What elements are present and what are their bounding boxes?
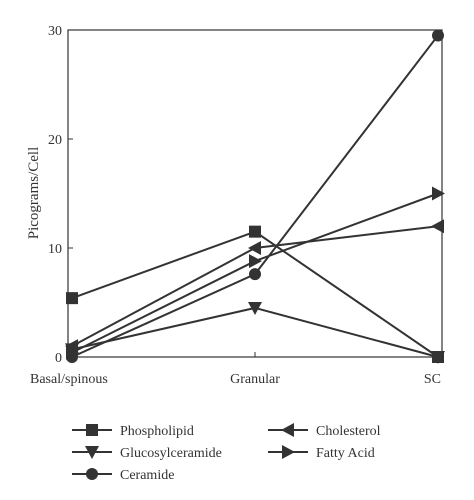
legend-marker — [86, 468, 98, 480]
legend-label: Fatty Acid — [316, 446, 375, 461]
x-tick-label: Basal/spinous — [30, 372, 108, 387]
legend: Phospholipid Glucosylceramide Ceramide Chol… — [72, 423, 381, 483]
data-point — [432, 29, 444, 42]
legend-item: Cholesterol — [268, 423, 381, 439]
x-tick-label: SC — [424, 372, 441, 387]
data-point — [66, 345, 79, 360]
y-axis-label: Picograms/Cell — [26, 147, 42, 240]
x-tick-label: Granular — [230, 372, 280, 387]
y-tick-label: 0 — [55, 351, 62, 366]
data-point — [249, 225, 261, 238]
data-point — [248, 241, 261, 255]
legend-label: Cholesterol — [316, 424, 381, 439]
data-point — [65, 339, 78, 354]
legend-item: Ceramide — [72, 468, 174, 483]
series-cholesterol — [65, 219, 444, 354]
legend-marker — [281, 423, 294, 437]
data-point — [249, 254, 262, 269]
legend-item: Fatty Acid — [268, 445, 375, 461]
series-layer — [65, 29, 445, 364]
data-point — [431, 351, 445, 364]
data-point — [432, 186, 445, 201]
legend-item: Phospholipid — [72, 424, 194, 439]
series-line — [71, 225, 439, 347]
y-tick-label: 10 — [48, 242, 62, 257]
legend-item: Glucosylceramide — [72, 446, 222, 461]
data-point — [66, 292, 78, 305]
y-tick-label: 20 — [48, 133, 62, 148]
data-point — [248, 301, 262, 315]
series-fatty-acid — [66, 186, 445, 360]
legend-marker — [86, 424, 98, 436]
data-point — [431, 219, 444, 234]
legend-marker — [282, 445, 295, 459]
legend-label: Phospholipid — [120, 424, 194, 439]
axis-ticks: 0 10 20 30 Basal/spinous Granular SC — [30, 24, 441, 387]
legend-label: Ceramide — [120, 468, 174, 483]
data-point — [249, 268, 261, 281]
legend-marker — [85, 446, 99, 459]
legend-label: Glucosylceramide — [120, 446, 222, 461]
y-tick-label: 30 — [48, 24, 62, 39]
